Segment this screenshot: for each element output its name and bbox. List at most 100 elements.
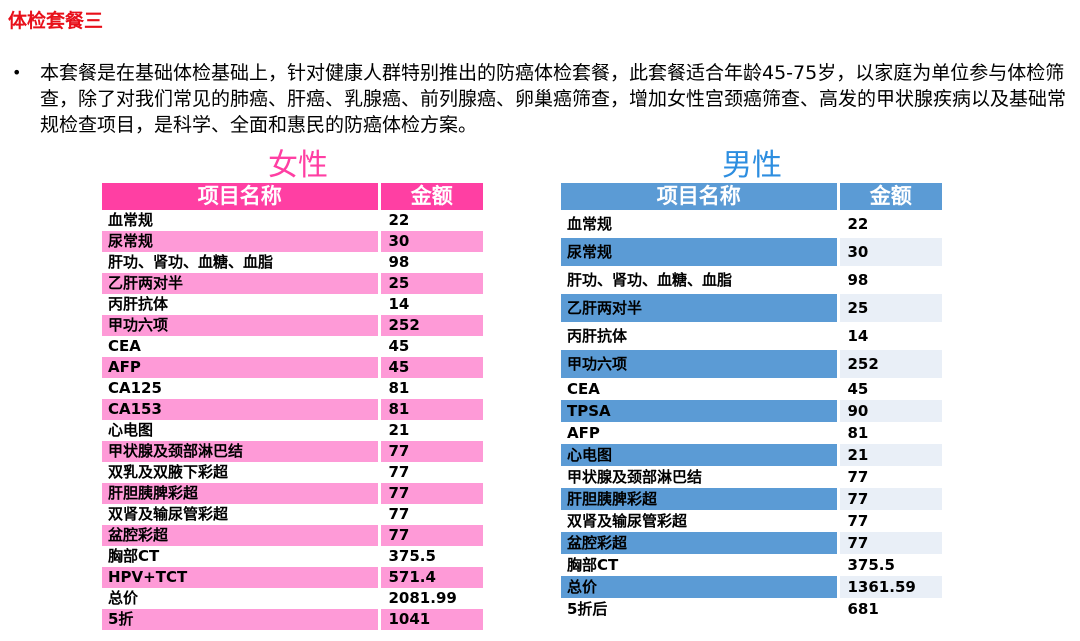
amount-cell: 14 xyxy=(388,295,410,313)
amount-cell: 77 xyxy=(388,463,410,481)
table-header-row: 项目名称 金额 xyxy=(561,183,942,210)
female-label: 女性 xyxy=(268,148,328,183)
male-label: 男性 xyxy=(722,148,782,183)
table-row: 尿常规 30 xyxy=(102,231,483,252)
item-name-cell: 肝功、肾功、血糖、血脂 xyxy=(561,266,840,294)
item-name-cell: 双肾及输尿管彩超 xyxy=(102,504,381,525)
item-name-cell: 尿常规 xyxy=(561,238,840,266)
item-name-cell: 乙肝两对半 xyxy=(102,273,381,294)
amount-cell: 25 xyxy=(838,294,942,322)
item-name-cell: 胸部CT xyxy=(561,554,840,576)
table-row: 胸部CT 375.5 xyxy=(102,546,483,567)
amount-cell: 22 xyxy=(838,210,942,238)
item-name-cell: 乙肝两对半 xyxy=(561,294,840,322)
item-name-cell: 尿常规 xyxy=(102,231,381,252)
table-row: 5折后 681 xyxy=(561,598,942,620)
item-name-cell: 5折后 xyxy=(561,598,840,620)
table-row: 甲功六项 252 xyxy=(561,350,942,378)
item-name-cell: CA125 xyxy=(102,378,381,399)
table-row: 乙肝两对半 25 xyxy=(561,294,942,322)
amount-cell: 77 xyxy=(379,441,483,462)
table-row: 5折 1041 xyxy=(102,609,483,630)
table-row: 总价 1361.59 xyxy=(561,576,942,598)
table-row: 肝功、肾功、血糖、血脂 98 xyxy=(561,266,942,294)
amount-cell: 45 xyxy=(838,378,942,400)
item-name-cell: 盆腔彩超 xyxy=(102,525,381,546)
female-price-table: 项目名称 金额 血常规 22 尿常规 30 肝功、肾功、血糖、血脂 98 乙肝两对半 25 丙肝… xyxy=(102,183,483,630)
table-row: 丙肝抗体 14 xyxy=(561,322,942,350)
table-row: 血常规 22 xyxy=(102,210,483,231)
table-row: CEA 45 xyxy=(102,336,483,357)
amount-cell: 252 xyxy=(838,350,942,378)
table-row: 肝胆胰脾彩超 77 xyxy=(102,483,483,504)
item-name-cell: CA153 xyxy=(102,399,381,420)
amount-cell: 77 xyxy=(379,483,483,504)
item-name-cell: TPSA xyxy=(561,400,840,422)
item-name-cell: 心电图 xyxy=(561,444,840,466)
table-row: 心电图 21 xyxy=(102,420,483,441)
table-row: 乙肝两对半 25 xyxy=(102,273,483,294)
amount-cell: 81 xyxy=(379,399,483,420)
page-title: 体检套餐三 xyxy=(8,10,104,32)
description-bullet: • 本套餐是在基础体检基础上，针对健康人群特别推出的防癌体检套餐，此套餐适合年龄… xyxy=(10,60,1072,138)
item-name-cell: 甲状腺及颈部淋巴结 xyxy=(561,466,840,488)
amount-cell: 77 xyxy=(838,532,942,554)
column-header-amount: 金额 xyxy=(838,183,942,210)
item-name-cell: 甲状腺及颈部淋巴结 xyxy=(102,441,381,462)
table-row: 肝功、肾功、血糖、血脂 98 xyxy=(102,252,483,273)
column-header-item: 项目名称 xyxy=(561,183,840,210)
item-name-cell: 5折 xyxy=(102,609,381,630)
table-row: 总价 2081.99 xyxy=(102,588,483,609)
table-row: AFP 81 xyxy=(561,422,942,444)
amount-cell: 2081.99 xyxy=(388,589,457,607)
item-name-cell: 胸部CT xyxy=(102,546,381,567)
amount-cell: 30 xyxy=(838,238,942,266)
table-row: 双肾及输尿管彩超 77 xyxy=(102,504,483,525)
amount-cell: 1041 xyxy=(379,609,483,630)
table-row: TPSA 90 xyxy=(561,400,942,422)
item-name-cell: 甲功六项 xyxy=(561,350,840,378)
table-row: 盆腔彩超 77 xyxy=(102,525,483,546)
male-price-table: 项目名称 金额 血常规 22 尿常规 30 肝功、肾功、血糖、血脂 98 乙肝两对半 25 丙肝… xyxy=(561,183,942,620)
item-name-cell: AFP xyxy=(102,357,381,378)
amount-cell: 77 xyxy=(388,505,410,523)
item-name-cell: 血常规 xyxy=(561,210,840,238)
amount-cell: 45 xyxy=(379,357,483,378)
amount-cell: 98 xyxy=(388,253,410,271)
amount-cell: 14 xyxy=(838,322,942,350)
amount-cell: 571.4 xyxy=(379,567,483,588)
amount-cell: 98 xyxy=(838,266,942,294)
item-name-cell: 丙肝抗体 xyxy=(561,322,840,350)
table-row: 尿常规 30 xyxy=(561,238,942,266)
item-name-cell: 血常规 xyxy=(102,210,381,231)
item-name-cell: 甲功六项 xyxy=(102,315,381,336)
table-row: 胸部CT 375.5 xyxy=(561,554,942,576)
amount-cell: 681 xyxy=(838,598,942,620)
table-row: HPV+TCT 571.4 xyxy=(102,567,483,588)
table-row: 双乳及双腋下彩超 77 xyxy=(102,462,483,483)
amount-cell: 77 xyxy=(838,466,942,488)
item-name-cell: 双乳及双腋下彩超 xyxy=(102,462,381,483)
table-row: 甲功六项 252 xyxy=(102,315,483,336)
bullet-icon: • xyxy=(12,63,22,82)
column-header-item: 项目名称 xyxy=(102,183,381,210)
amount-cell: 77 xyxy=(838,510,942,532)
item-name-cell: 盆腔彩超 xyxy=(561,532,840,554)
amount-cell: 81 xyxy=(838,422,942,444)
amount-cell: 1361.59 xyxy=(838,576,942,598)
amount-cell: 25 xyxy=(379,273,483,294)
item-name-cell: 总价 xyxy=(102,588,381,609)
table-row: 甲状腺及颈部淋巴结 77 xyxy=(102,441,483,462)
table-row: 双肾及输尿管彩超 77 xyxy=(561,510,942,532)
amount-cell: 30 xyxy=(379,231,483,252)
amount-cell: 81 xyxy=(388,379,410,397)
amount-cell: 45 xyxy=(388,337,410,355)
amount-cell: 252 xyxy=(379,315,483,336)
table-header-row: 项目名称 金额 xyxy=(102,183,483,210)
table-row: CA153 81 xyxy=(102,399,483,420)
amount-cell: 375.5 xyxy=(388,547,436,565)
item-name-cell: 双肾及输尿管彩超 xyxy=(561,510,840,532)
item-name-cell: 肝功、肾功、血糖、血脂 xyxy=(102,252,381,273)
table-row: 盆腔彩超 77 xyxy=(561,532,942,554)
description-text: 本套餐是在基础体检基础上，针对健康人群特别推出的防癌体检套餐，此套餐适合年龄45… xyxy=(40,62,1067,136)
